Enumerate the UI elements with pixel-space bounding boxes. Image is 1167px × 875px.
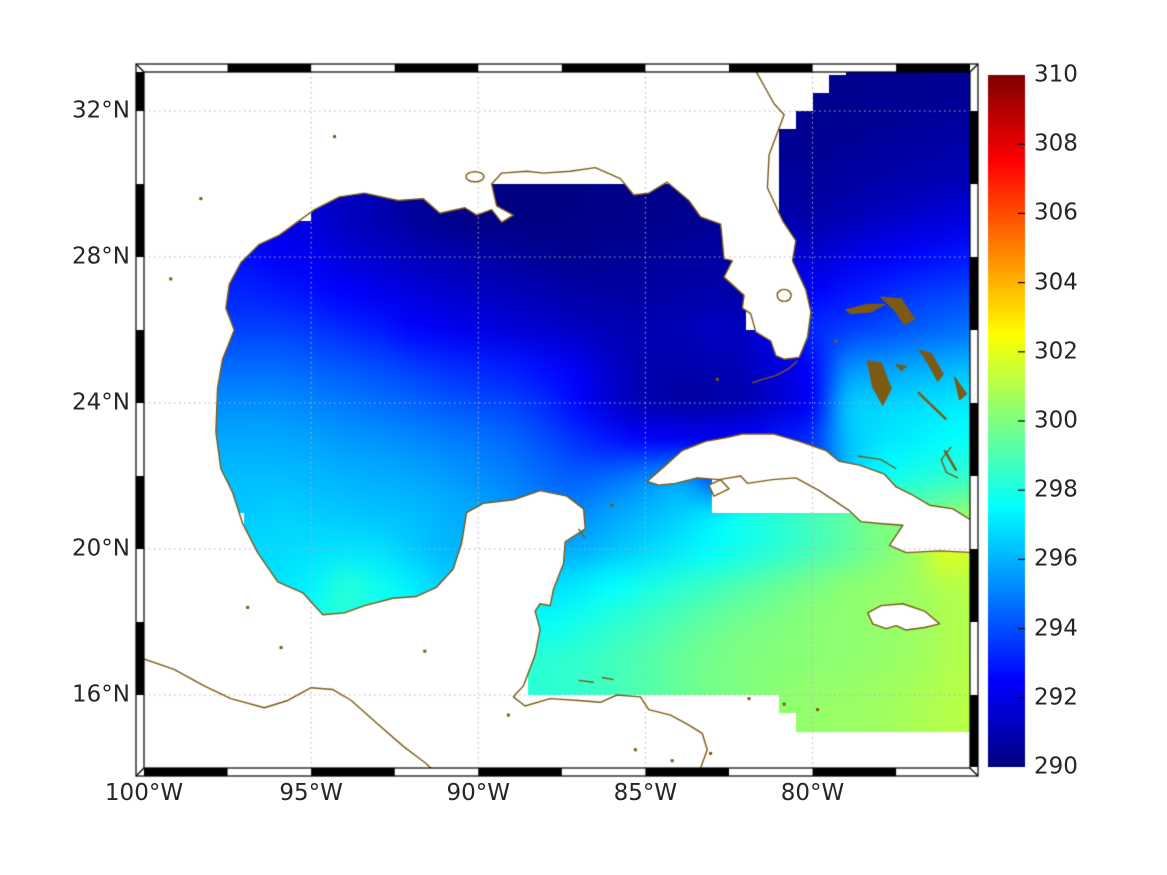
colorbar-tick-label: 290 bbox=[1034, 753, 1078, 780]
colorbar-tick-label: 308 bbox=[1034, 130, 1078, 157]
colorbar-tick-label: 300 bbox=[1034, 407, 1078, 434]
colorbar-tick-label: 292 bbox=[1034, 684, 1078, 711]
colorbar-tick-label: 296 bbox=[1034, 545, 1078, 572]
y-tick-label: 28°N bbox=[72, 243, 130, 270]
colorbar-tick-label: 302 bbox=[1034, 338, 1078, 365]
x-tick-label: 100°W bbox=[104, 780, 184, 806]
y-tick-label: 16°N bbox=[72, 681, 130, 708]
y-tick-label: 32°N bbox=[72, 97, 130, 124]
x-tick-label: 90°W bbox=[446, 780, 511, 806]
x-tick-label: 80°W bbox=[780, 780, 845, 806]
colorbar-tick-label: 310 bbox=[1034, 61, 1078, 88]
colorbar-tick-label: 294 bbox=[1034, 615, 1078, 642]
colorbar-tick-label: 304 bbox=[1034, 269, 1078, 296]
y-tick-label: 20°N bbox=[72, 535, 130, 562]
colorbar-tick-label: 306 bbox=[1034, 199, 1078, 226]
colorbar-tick-label: 298 bbox=[1034, 476, 1078, 503]
x-tick-label: 85°W bbox=[613, 780, 678, 806]
y-tick-label: 24°N bbox=[72, 389, 130, 416]
x-tick-label: 95°W bbox=[279, 780, 343, 806]
